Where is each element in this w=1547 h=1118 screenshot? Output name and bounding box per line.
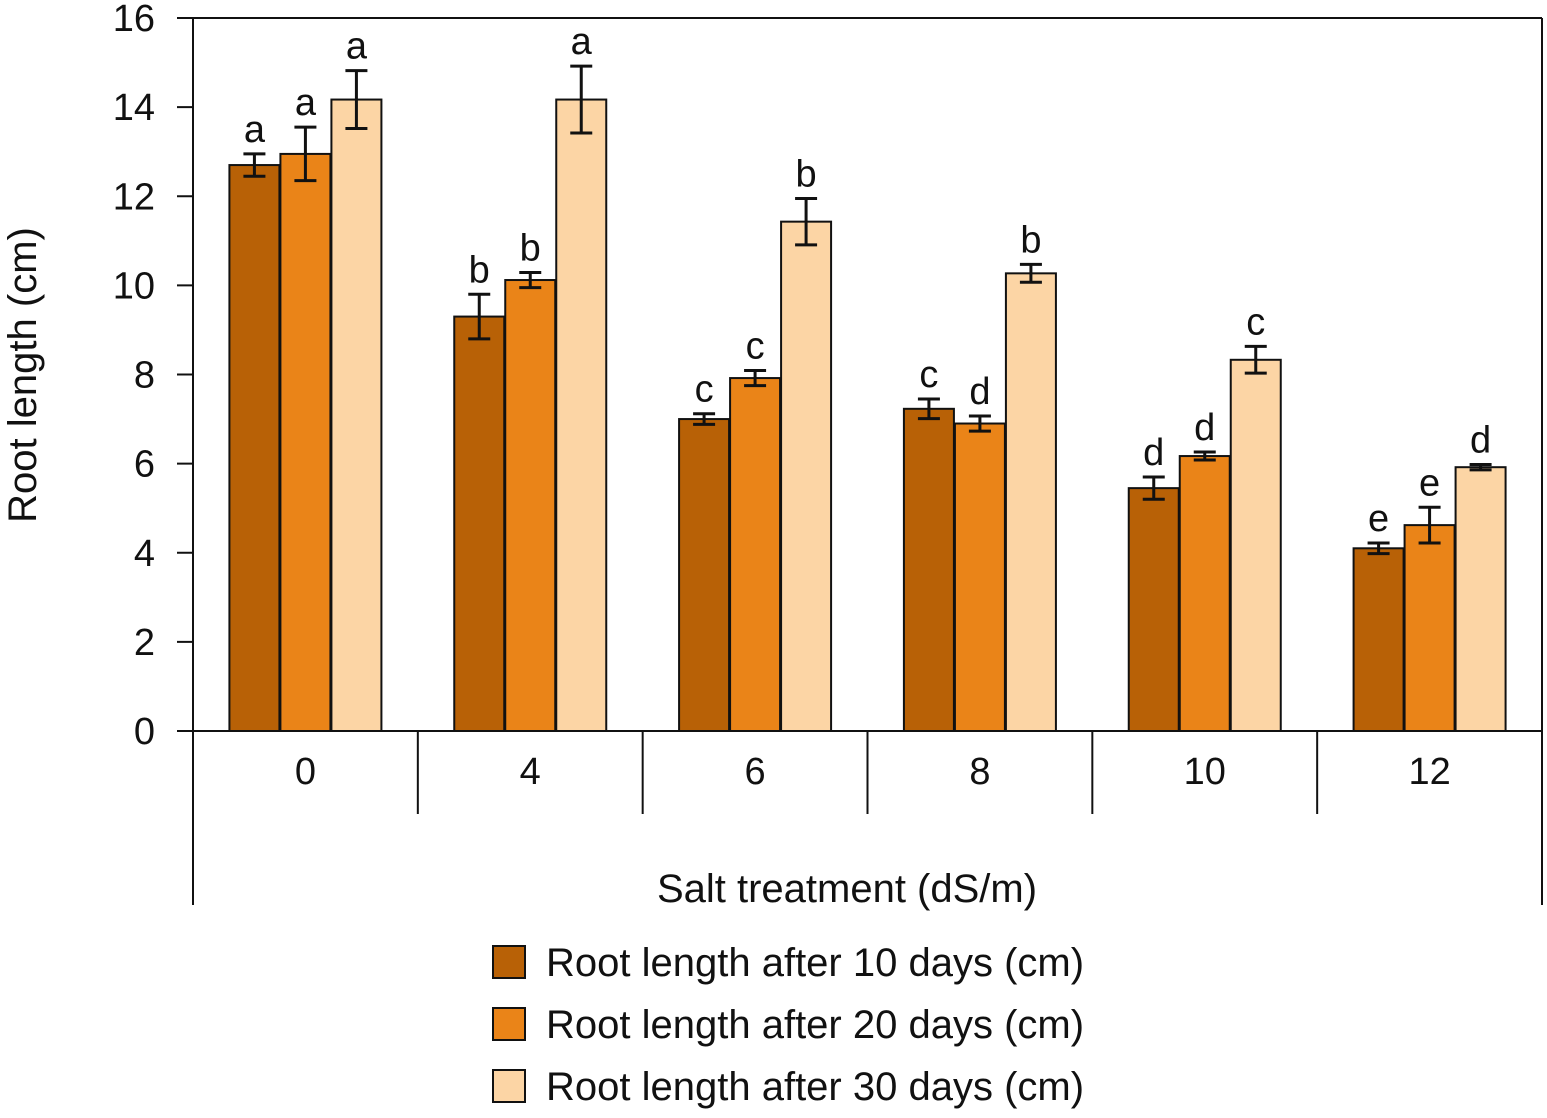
significance-letter: d: [969, 371, 990, 413]
significance-letter: c: [1246, 301, 1265, 343]
bar: [330, 98, 383, 732]
significance-letter: a: [571, 21, 593, 63]
bar: [453, 315, 506, 732]
x-tick-label: 10: [1184, 751, 1226, 793]
x-tick-label: 4: [520, 751, 541, 793]
significance-letter: a: [244, 109, 266, 151]
y-tick-label: 16: [113, 0, 155, 40]
significance-letter: e: [1419, 462, 1440, 504]
bar: [1352, 547, 1405, 733]
y-tick-label: 0: [134, 711, 155, 753]
significance-letter: c: [919, 354, 938, 396]
bar: [953, 422, 1006, 732]
bar: [228, 164, 281, 732]
significance-letter: b: [1020, 219, 1041, 261]
y-tick-label: 10: [113, 265, 155, 307]
significance-letter: d: [1470, 420, 1491, 462]
bar: [1178, 455, 1231, 732]
significance-letter: d: [1194, 407, 1215, 449]
bar: [504, 279, 557, 732]
plot-frame: [192, 17, 1543, 905]
y-tick-label: 2: [134, 622, 155, 664]
legend-label: Root length after 10 days (cm): [546, 941, 1084, 985]
legend-swatch: [492, 1069, 526, 1103]
y-axis-title: Root length (cm): [1, 227, 45, 523]
x-tick-label: 0: [295, 751, 316, 793]
y-tick-label: 14: [113, 87, 155, 129]
bar: [780, 220, 833, 732]
x-axis: 0 4 6 8 10 12: [177, 730, 1542, 814]
significance-letter: b: [796, 153, 817, 195]
significance-letter: b: [469, 249, 490, 291]
significance-letter: a: [295, 82, 317, 124]
y-tick-label: 8: [134, 355, 155, 397]
y-tick-label: 12: [113, 176, 155, 218]
significance-letter: d: [1143, 432, 1164, 474]
x-axis-title: Salt treatment (dS/m): [657, 867, 1037, 911]
y-tick-label: 6: [134, 444, 155, 486]
y-axis: 0 2 4 6 8 10 12 14 16: [113, 0, 193, 753]
x-tick-label: 12: [1408, 751, 1450, 793]
bar: [1454, 466, 1507, 732]
bar: [1229, 358, 1282, 732]
y-tick-label: 4: [134, 533, 155, 575]
x-tick-label: 8: [969, 751, 990, 793]
bar: [1127, 487, 1180, 732]
bar: [678, 418, 731, 732]
significance-letter: a: [346, 26, 368, 68]
bar: [279, 152, 332, 732]
bar: [1403, 524, 1456, 733]
legend-label: Root length after 30 days (cm): [546, 1065, 1084, 1109]
significance-letter: c: [695, 369, 714, 411]
bar: [1004, 272, 1057, 732]
x-tick-label: 6: [745, 751, 766, 793]
bar: [555, 98, 608, 732]
significance-letter: e: [1368, 498, 1389, 540]
legend-swatch: [492, 945, 526, 979]
legend-swatch: [492, 1007, 526, 1041]
significance-letter: c: [746, 325, 765, 367]
legend: Root length after 10 days (cm) Root lengt…: [492, 941, 1084, 1109]
legend-label: Root length after 20 days (cm): [546, 1003, 1084, 1047]
bar: [902, 407, 955, 732]
significance-letter: b: [520, 227, 541, 269]
bar: [729, 377, 782, 732]
